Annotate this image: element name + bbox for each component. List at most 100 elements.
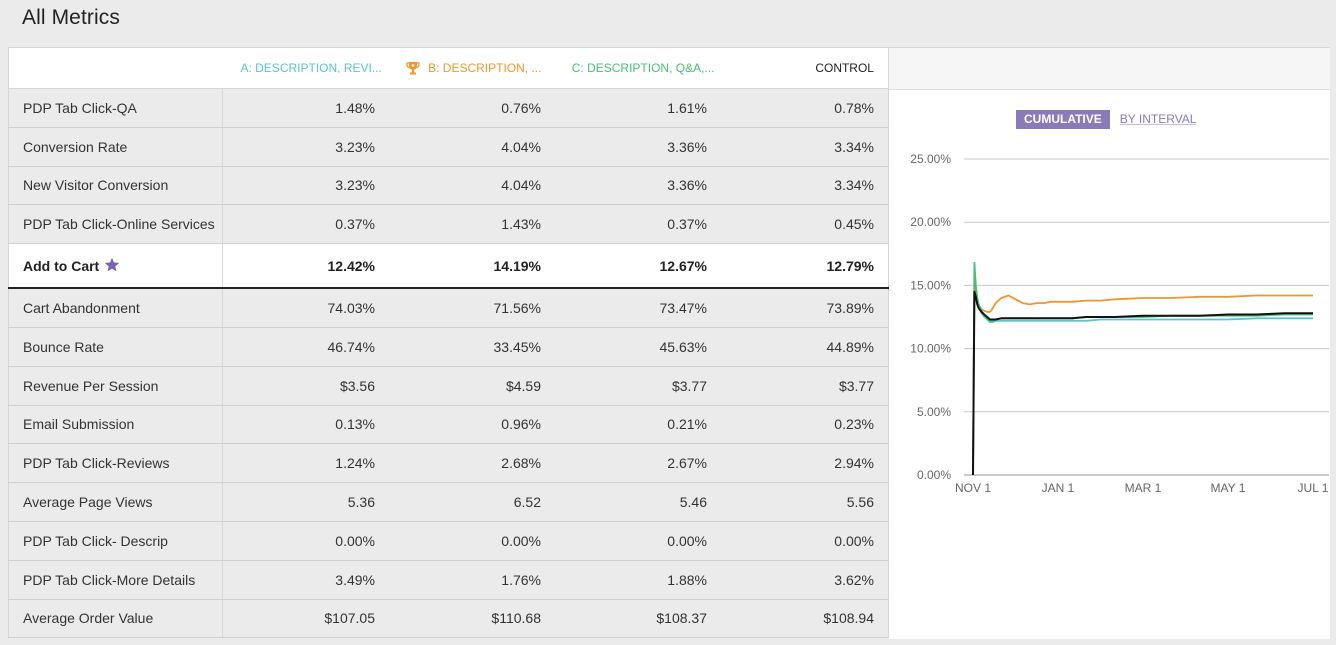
metric-value-cell: 12.67% [659, 257, 707, 274]
metric-value-cell: $4.59 [505, 377, 541, 394]
metric-value-cell: 6.52 [513, 494, 541, 511]
table-row[interactable]: Conversion Rate 3.23% 4.04% 3.36% 3.34% [8, 127, 889, 167]
metric-value-cell: 0.96% [501, 416, 541, 433]
table-row[interactable]: Average Page Views 5.36 6.52 5.46 5.56 [8, 483, 889, 522]
table-header: A: DESCRIPTION, REVI... B: DESCRIPTION, … [8, 47, 889, 89]
table-row[interactable]: Average Order Value $107.05 $110.68 $108.37… [8, 599, 889, 639]
metric-value-cell: 44.89% [721, 327, 889, 366]
metric-name: Average Page Views [23, 494, 153, 511]
metric-value-cell: $108.37 [656, 610, 707, 627]
y-tick-label: 25.00% [910, 152, 951, 166]
chart-panel: CUMULATIVE BY INTERVAL 0.00% 5.00% 10.00% 1… [889, 47, 1330, 639]
cumulative-button[interactable]: CUMULATIVE [1016, 110, 1110, 129]
metric-name-cell: Average Order Value [8, 599, 223, 638]
metric-name: Revenue Per Session [23, 377, 159, 394]
metric-value-cell: 0.37% [335, 216, 375, 233]
y-tick-label: 5.00% [917, 405, 951, 419]
metric-value-cell: 2.67% [667, 455, 707, 472]
metric-value-cell: 0.00% [721, 521, 889, 560]
metric-value-cell: 74.03% [327, 300, 375, 317]
metric-name-cell: PDP Tab Click-More Details [8, 560, 223, 599]
by-interval-button[interactable]: BY INTERVAL [1119, 112, 1197, 126]
metric-name: PDP Tab Click-Online Services [23, 216, 215, 233]
metric-name: PDP Tab Click-More Details [23, 571, 196, 588]
chart-mode-toggle: CUMULATIVE BY INTERVAL [1016, 110, 1204, 129]
table-body: PDP Tab Click-QA 1.48% 0.76% 1.61% 0.78% Conv… [8, 89, 889, 639]
metric-name: PDP Tab Click- Descrip [23, 532, 168, 549]
table-row[interactable]: New Visitor Conversion 3.23% 4.04% 3.36% 3.3… [8, 166, 889, 206]
metric-value-cell: 12.79% [721, 244, 889, 288]
metric-value-cell: 0.21% [667, 416, 707, 433]
table-row[interactable]: PDP Tab Click-Reviews 1.24% 2.68% 2.67% 2.94… [8, 444, 889, 484]
metric-name-cell: Email Submission [8, 405, 223, 444]
metric-value-cell: 3.36% [667, 177, 707, 194]
y-tick-label: 15.00% [910, 278, 951, 292]
metric-name: PDP Tab Click-QA [23, 99, 137, 116]
x-tick-label: MAR 1 [1125, 481, 1162, 495]
x-tick-label: MAY 1 [1211, 481, 1246, 495]
metric-name-cell: PDP Tab Click-Reviews [8, 444, 223, 483]
metric-value-cell: $110.68 [491, 610, 541, 627]
table-row[interactable]: PDP Tab Click-QA 1.48% 0.76% 1.61% 0.78% [8, 89, 889, 128]
metric-value-cell: 3.23% [335, 177, 375, 194]
x-tick-label: NOV 1 [955, 481, 991, 495]
y-tick-label: 0.00% [917, 468, 951, 482]
metric-value-cell: $3.77 [671, 377, 707, 394]
series-line-2[interactable] [972, 261, 1313, 476]
header-variation-b[interactable]: B: DESCRIPTION, ... [389, 61, 555, 75]
metric-value-cell: 3.62% [721, 560, 889, 599]
metric-name-cell: Add to Cart [8, 244, 223, 288]
metric-value-cell: 3.34% [721, 166, 889, 205]
table-row[interactable]: Cart Abandonment 74.03% 71.56% 73.47% 73.89% [8, 289, 889, 328]
metric-name-cell: Average Page Views [8, 483, 223, 521]
metric-value-cell: 0.78% [721, 89, 889, 127]
metric-value-cell: 3.49% [335, 571, 375, 588]
metric-value-cell: 0.00% [335, 532, 375, 549]
header-variation-c[interactable]: C: DESCRIPTION, Q&A,... [555, 61, 721, 75]
metric-name-cell: New Visitor Conversion [8, 166, 223, 205]
metric-value-cell: 0.37% [667, 216, 707, 233]
metric-name: Email Submission [23, 416, 135, 433]
metric-value-cell: 0.13% [335, 416, 375, 433]
metric-value-cell: 3.23% [335, 138, 375, 155]
metric-value-cell: 1.24% [335, 455, 375, 472]
table-row[interactable]: Revenue Per Session $3.56 $4.59 $3.77 $3.77 [8, 366, 889, 406]
table-row[interactable]: Bounce Rate 46.74% 33.45% 45.63% 44.89% [8, 327, 889, 367]
metric-name: Cart Abandonment [23, 300, 140, 317]
metric-name: Conversion Rate [23, 138, 128, 155]
metric-value-cell: 0.23% [721, 405, 889, 444]
y-tick-label: 20.00% [910, 215, 951, 229]
table-row[interactable]: PDP Tab Click- Descrip 0.00% 0.00% 0.00% 0.0… [8, 521, 889, 561]
metric-value-cell: 3.34% [721, 127, 889, 166]
table-row-primary-goal[interactable]: Add to Cart 12.42% 14.19% 12.67% 12.79% [8, 244, 889, 290]
header-control[interactable]: CONTROL [720, 61, 888, 75]
metric-value-cell: 4.04% [501, 138, 541, 155]
metric-value-cell: 46.74% [327, 338, 375, 355]
metric-value-cell: 1.88% [667, 571, 707, 588]
metric-value-cell: $3.56 [339, 377, 375, 394]
metric-value-cell: 0.45% [721, 205, 889, 244]
table-row[interactable]: PDP Tab Click-Online Services 0.37% 1.43% 0… [8, 205, 889, 245]
metric-value-cell: 4.04% [501, 177, 541, 194]
star-icon [104, 257, 120, 275]
table-row[interactable]: PDP Tab Click-More Details 3.49% 1.76% 1.88… [8, 560, 889, 600]
metric-name: New Visitor Conversion [23, 177, 169, 194]
metric-value-cell: 5.36 [347, 494, 375, 511]
page-title: All Metrics [22, 6, 120, 29]
metric-name: PDP Tab Click-Reviews [23, 455, 170, 472]
metric-value-cell: 1.48% [335, 99, 375, 116]
table-row[interactable]: Email Submission 0.13% 0.96% 0.21% 0.23% [8, 405, 889, 445]
metric-value-cell: 45.63% [659, 338, 707, 355]
metric-value-cell: 12.42% [327, 257, 375, 274]
metric-value-cell: 73.47% [659, 300, 707, 317]
metric-value-cell: 71.56% [493, 300, 541, 317]
y-tick-label: 10.00% [910, 342, 951, 356]
series-line-3[interactable] [972, 290, 1313, 476]
x-tick-label: JUL 1 [1298, 481, 1329, 495]
chart-panel-header [889, 48, 1330, 90]
metric-name-cell: Conversion Rate [8, 127, 223, 166]
metrics-table: A: DESCRIPTION, REVI... B: DESCRIPTION, … [8, 47, 889, 639]
metric-name-cell: Bounce Rate [8, 327, 223, 366]
header-variation-a[interactable]: A: DESCRIPTION, REVI... [223, 61, 389, 75]
metric-value-cell: 1.76% [501, 571, 541, 588]
